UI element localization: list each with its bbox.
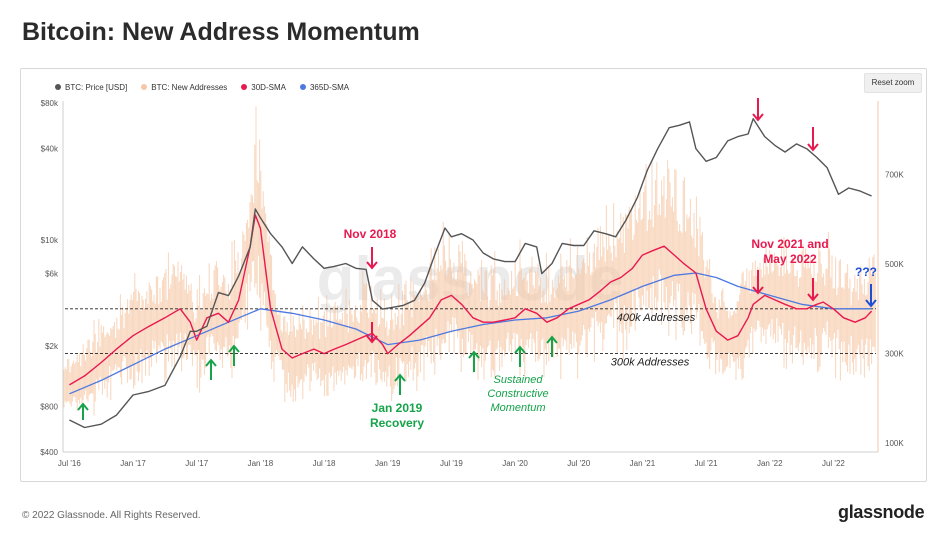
x-tick-label: Jan '21 — [630, 459, 656, 468]
x-tick-label: Jan '18 — [248, 459, 274, 468]
arrow-jan-2019-head — [394, 373, 406, 382]
legend-item-new-addresses[interactable]: BTC: New Addresses — [141, 83, 227, 92]
y-right-tick-label: 500K — [885, 260, 904, 269]
y-left-tick-label: $400 — [40, 448, 58, 457]
y-right-tick-label: 700K — [885, 171, 904, 180]
annotation-sustained-line3: Momentum — [490, 402, 545, 414]
x-tick-label: Jan '20 — [502, 459, 528, 468]
y-left-tick-label: $40k — [41, 145, 59, 154]
arrow-green-0 — [77, 402, 89, 420]
arrow-green-2-head — [228, 344, 240, 353]
legend-dot-30d-sma — [241, 84, 248, 90]
chart-legend: BTC: Price [USD] BTC: New Addresses 30D-… — [55, 80, 349, 94]
copyright-text: © 2022 Glassnode. All Rights Reserved. — [22, 510, 201, 521]
x-tick-label: Jan '17 — [120, 459, 146, 468]
arrow-green-5 — [546, 335, 558, 357]
annotation-sustained-line2: Constructive — [487, 388, 548, 400]
annotation-nov-2021-line1: Nov 2021 and — [751, 237, 828, 251]
reset-zoom-button[interactable]: Reset zoom — [864, 73, 922, 93]
sma365-line — [69, 272, 872, 395]
reference-line-label: 300k Addresses — [611, 357, 690, 369]
brand-logo: glassnode — [838, 502, 925, 522]
legend-label-365d-sma: 365D-SMA — [309, 82, 350, 92]
page-title: Bitcoin: New Address Momentum — [22, 18, 420, 46]
arrow-nov-2021-price-head — [752, 113, 764, 122]
legend-item-30d-sma[interactable]: 30D-SMA — [241, 83, 286, 92]
arrow-nov-2021-price — [752, 98, 764, 122]
arrow-nov-2018-price-head — [366, 261, 378, 270]
annotation-jan-2019-line1: Jan 2019 — [372, 401, 423, 415]
annotation-nov-2018: Nov 2018 — [344, 227, 397, 241]
arrow-green-1-head — [205, 358, 217, 367]
legend-dot-price — [55, 84, 61, 90]
arrow-nov-2018-addresses — [366, 322, 378, 344]
x-tick-label: Jan '22 — [757, 459, 783, 468]
legend-label-price: BTC: Price [USD] — [65, 82, 128, 92]
arrow-green-5-head — [546, 335, 558, 344]
x-tick-label: Jul '20 — [567, 459, 590, 468]
arrow-nov-2021-addresses-head — [752, 286, 764, 295]
arrow-green-3 — [468, 350, 480, 372]
y-right-tick-label: 300K — [885, 350, 904, 359]
arrow-may-2022-price — [807, 127, 819, 152]
x-tick-label: Jan '19 — [375, 459, 401, 468]
arrow-jan-2019 — [394, 373, 406, 395]
legend-label-30d-sma: 30D-SMA — [251, 82, 286, 92]
legend-label-new-addresses: BTC: New Addresses — [151, 82, 228, 92]
arrow-green-1 — [205, 358, 217, 380]
legend-dot-365d-sma — [299, 84, 306, 90]
arrow-green-2 — [228, 344, 240, 366]
arrow-question-head — [865, 299, 877, 308]
legend-dot-new-addresses — [141, 84, 148, 90]
y-right-tick-label: 100K — [885, 439, 904, 448]
reference-line-label: 400k Addresses — [617, 312, 696, 324]
arrow-nov-2018-price — [366, 247, 378, 270]
annotation-question: ??? — [855, 265, 877, 279]
arrow-nov-2018-addresses-head — [366, 335, 378, 344]
y-left-tick-label: $6k — [45, 270, 59, 279]
y-left-tick-label: $800 — [40, 402, 58, 411]
x-tick-label: Jul '18 — [313, 459, 336, 468]
x-tick-label: Jul '22 — [822, 459, 845, 468]
y-left-tick-label: $2k — [45, 342, 59, 351]
arrow-green-4-head — [514, 345, 526, 354]
annotation-nov-2021-line2: May 2022 — [763, 252, 817, 266]
annotation-jan-2019-line2: Recovery — [370, 416, 424, 430]
x-tick-label: Jul '21 — [695, 459, 718, 468]
y-left-tick-label: $10k — [41, 236, 59, 245]
arrow-green-0-head — [77, 402, 89, 411]
arrow-may-2022-price-head — [807, 143, 819, 152]
arrow-question — [865, 284, 877, 308]
arrow-green-4 — [514, 345, 526, 367]
legend-item-365d-sma[interactable]: 365D-SMA — [299, 82, 350, 92]
annotation-sustained-line1: Sustained — [494, 374, 544, 386]
x-tick-label: Jul '19 — [440, 459, 463, 468]
x-tick-label: Jul '17 — [185, 459, 208, 468]
y-left-tick-label: $80k — [41, 99, 59, 108]
arrow-may-2022-addresses-head — [807, 293, 819, 302]
price-line — [69, 118, 872, 429]
arrow-nov-2021-addresses — [752, 270, 764, 295]
x-tick-label: Jul '16 — [58, 459, 81, 468]
arrow-may-2022-addresses — [807, 278, 819, 302]
legend-item-price[interactable]: BTC: Price [USD] — [55, 83, 127, 92]
sma30-line — [69, 214, 873, 386]
arrow-green-3-head — [468, 350, 480, 359]
